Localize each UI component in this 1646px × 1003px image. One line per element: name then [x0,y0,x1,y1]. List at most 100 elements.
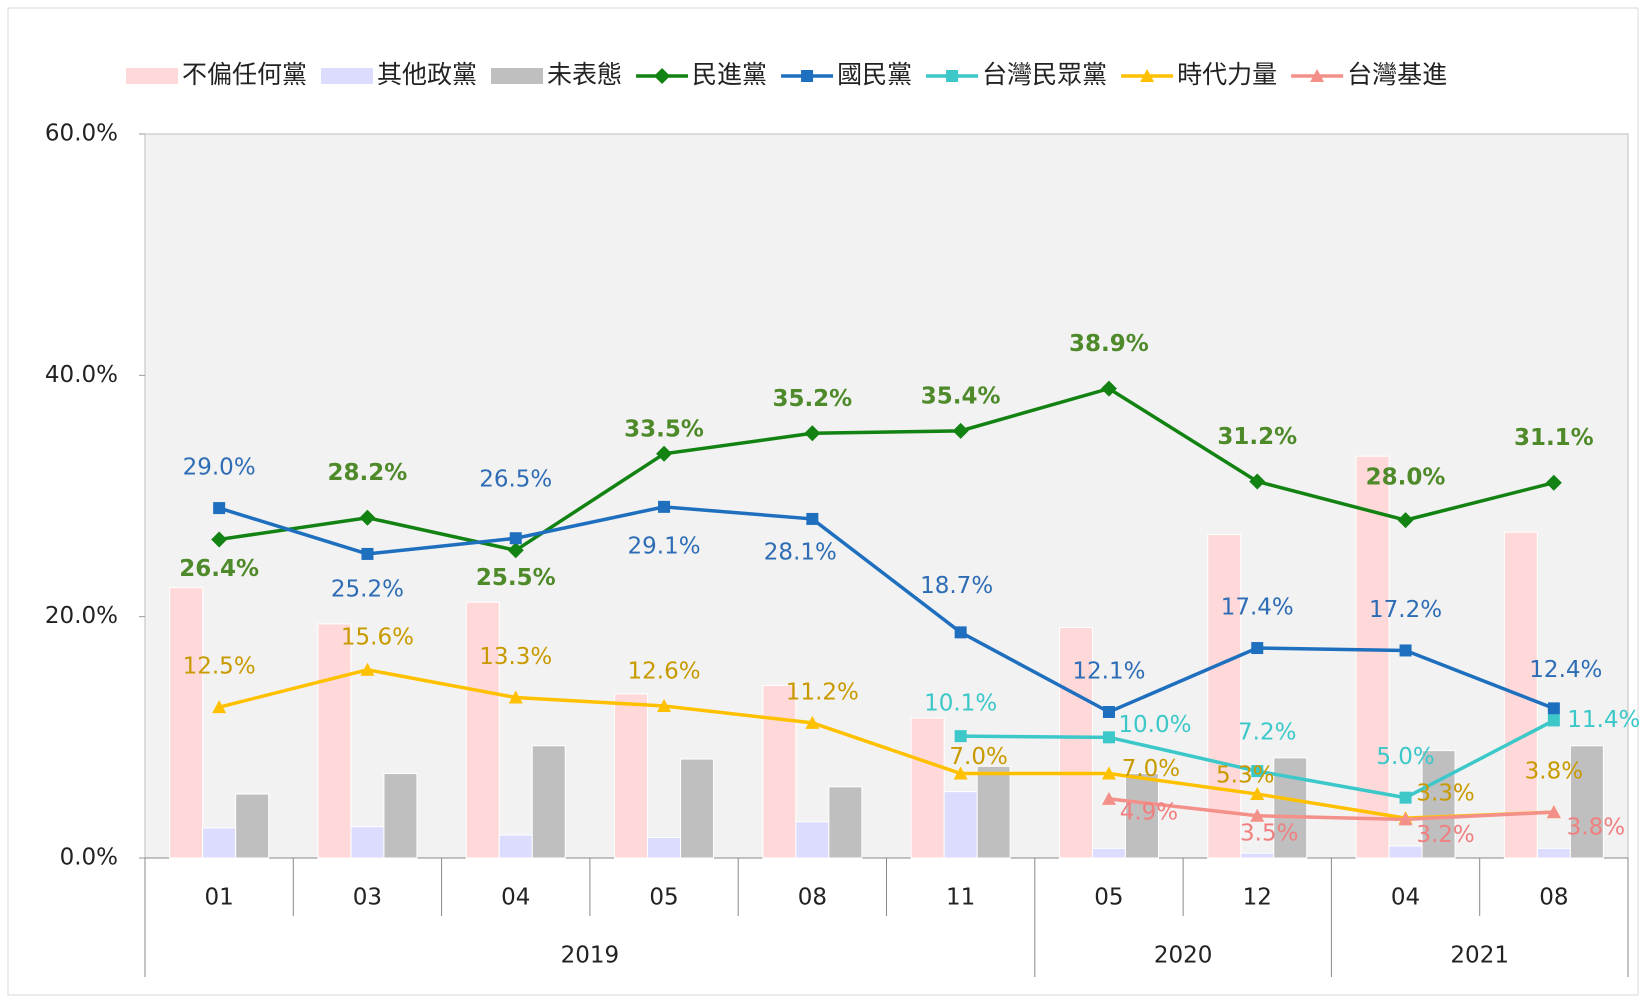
x-tick-label: 04 [1391,885,1420,911]
data-label: 18.7% [920,573,993,599]
marker [954,626,967,639]
marker [1250,787,1265,801]
bar [465,601,500,859]
marker [361,547,374,560]
line-series: 12.5% 15.6% 13.3% 12.6% 11.2% 7.0% 7.0% 5.3% 3.3… [183,624,1583,825]
marker [806,512,819,525]
data-label: 3.2% [1416,822,1474,848]
marker [1547,702,1560,715]
marker [212,700,227,714]
marker [1102,731,1115,744]
data-label: 26.5% [479,467,552,493]
legend-label: 其他政黨 [377,60,477,89]
data-label: 13.3% [479,644,552,670]
marker [654,68,671,84]
bar [795,821,830,859]
y-tick-label: 40.0% [45,362,118,388]
data-label: 12.5% [183,654,256,680]
marker [805,715,820,729]
x-tick-label: 01 [205,885,234,911]
y-tick-label: 0.0% [60,845,118,871]
bar [976,765,1011,859]
marker [1102,705,1115,718]
legend-swatch [321,68,374,84]
legend-label: 不偏任何黨 [182,60,307,89]
bar [680,758,715,859]
data-label: 10.0% [1118,712,1191,738]
data-label: 11.4% [1567,707,1640,733]
data-label: 7.0% [949,744,1007,770]
marker [657,698,672,712]
data-label: 33.5% [624,416,704,442]
year-label: 2021 [1450,943,1509,969]
data-label: 5.3% [1216,763,1274,789]
data-label: 7.0% [1122,756,1180,782]
data-label: 12.4% [1529,657,1602,683]
bar [910,717,945,859]
x-tick-label: 05 [1094,885,1123,911]
legend-label: 台灣民眾黨 [982,60,1107,89]
bar [498,834,533,859]
data-label: 15.6% [341,624,414,650]
marker [1545,474,1562,491]
data-label: 3.8% [1525,759,1583,785]
x-tick-label: 04 [501,885,530,911]
data-label: 29.1% [628,533,701,559]
bar [531,745,566,859]
y-tick-label: 60.0% [45,121,118,147]
bar [1091,847,1126,859]
marker [508,690,523,704]
data-label: 28.1% [764,539,837,565]
legend-label: 國民黨 [837,60,912,89]
bar [1536,847,1571,859]
bar [614,693,649,859]
marker [801,70,814,82]
data-label: 17.4% [1221,595,1294,621]
line-series: 29.0% 25.2% 26.5% 29.1% 28.1% 18.7% 12.1% 17.4%… [183,455,1602,718]
bar [1569,745,1604,859]
bar [1124,773,1159,859]
marker [509,532,522,545]
bar [235,793,270,859]
data-label: 25.5% [476,565,556,591]
bar [828,786,863,859]
data-label: 28.0% [1366,465,1446,491]
line-series: 10.1% 10.0% 7.2% 5.0% 11.4% [924,691,1640,804]
data-label: 3.3% [1416,781,1474,807]
bar [1421,750,1456,859]
x-tick-label: 12 [1243,885,1272,911]
marker [1101,791,1116,805]
data-label: 12.1% [1072,658,1145,684]
bar [762,684,797,859]
marker [507,542,524,559]
data-label: 25.2% [331,576,404,602]
bar [1240,852,1275,859]
bar [169,587,204,859]
marker [946,70,959,82]
data-label: 35.2% [772,386,852,412]
marker [213,502,226,515]
year-label: 2020 [1154,943,1213,969]
marker [1100,380,1117,397]
x-tick-label: 05 [649,885,678,911]
legend-swatch [126,68,178,84]
data-label: 7.2% [1238,720,1296,746]
bar [1207,534,1242,859]
data-label: 31.1% [1514,425,1594,451]
data-label: 29.0% [183,455,256,481]
marker [952,422,969,439]
data-label: 28.2% [328,460,408,486]
marker [211,531,228,548]
legend-label: 未表態 [547,60,622,89]
marker [360,662,375,676]
data-label: 38.9% [1069,331,1149,357]
line [1108,797,1554,822]
bar [1355,455,1390,859]
bar [1058,627,1093,859]
data-label: 35.4% [921,383,1001,409]
marker [954,730,967,743]
data-label: 10.1% [924,691,997,717]
marker [1310,69,1325,82]
marker [656,445,673,462]
